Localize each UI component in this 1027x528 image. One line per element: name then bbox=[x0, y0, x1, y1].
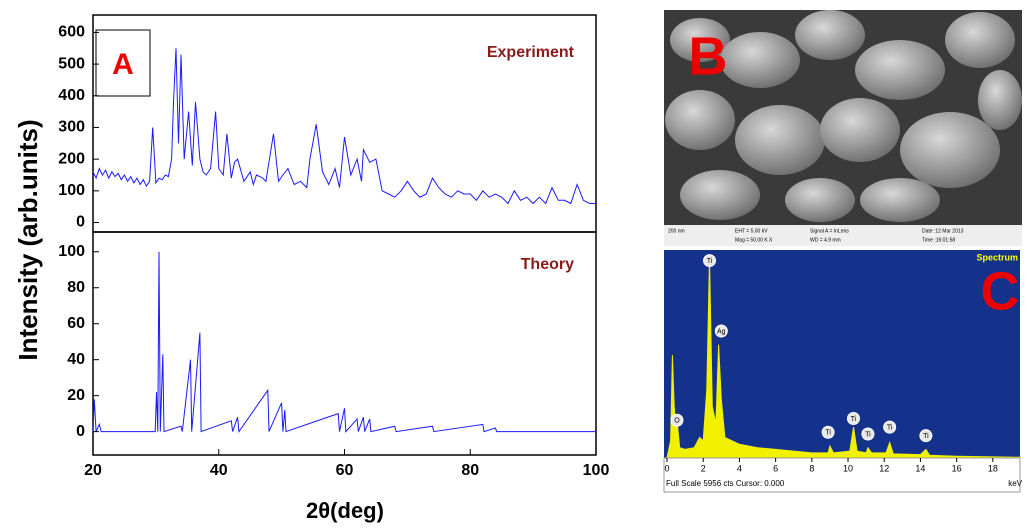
y-axis-title: Intensity (arb.units) bbox=[13, 119, 43, 360]
peak-marker bbox=[883, 420, 897, 434]
x-unit: keV bbox=[1008, 479, 1022, 488]
x-tick-label: 60 bbox=[336, 462, 354, 479]
peak-marker bbox=[821, 425, 835, 439]
y-tick-label: 80 bbox=[67, 279, 85, 296]
panel-label: C bbox=[981, 261, 1020, 321]
y-tick-label: 0 bbox=[76, 214, 85, 231]
x-tick-label: 14 bbox=[915, 463, 925, 473]
peak-marker bbox=[714, 324, 728, 338]
x-tick-label: 8 bbox=[809, 463, 814, 473]
y-tick-label: 40 bbox=[67, 351, 85, 368]
peak-marker bbox=[846, 412, 860, 426]
peak-label: Ti bbox=[825, 430, 831, 437]
y-tick-label: 300 bbox=[58, 119, 85, 136]
peak-marker bbox=[861, 427, 875, 441]
panel-label: A bbox=[112, 48, 134, 81]
data-line bbox=[92, 251, 596, 434]
y-tick-label: 600 bbox=[58, 24, 85, 41]
panel-label: B bbox=[689, 26, 728, 86]
peak-label: Ti bbox=[851, 416, 857, 423]
x-tick-label: 40 bbox=[210, 462, 228, 479]
x-tick-label: 20 bbox=[84, 462, 102, 479]
peak-label: Ti bbox=[865, 431, 871, 438]
panel-caption: Experiment bbox=[487, 44, 575, 61]
sem-info: Date :12 Mar 2013 bbox=[922, 228, 964, 234]
spectrum-area bbox=[666, 258, 1021, 459]
sem-grains bbox=[665, 10, 1022, 222]
axis-strip bbox=[663, 457, 1021, 493]
sem-info: WD = 4.9 mm bbox=[810, 237, 841, 243]
y-tick-label: 400 bbox=[58, 87, 85, 104]
x-axis-title: 2θ(deg) bbox=[306, 498, 384, 523]
sem-info: 200 nm bbox=[668, 228, 685, 234]
y-tick-label: 20 bbox=[67, 387, 85, 404]
x-tick-label: 10 bbox=[843, 463, 853, 473]
x-tick-label: 12 bbox=[879, 463, 889, 473]
sem-info: Mag = 50.00 K X bbox=[735, 237, 773, 243]
x-tick-label: 6 bbox=[773, 463, 778, 473]
peak-marker bbox=[703, 254, 717, 268]
peak-label: O bbox=[674, 418, 680, 425]
peak-label: Ti bbox=[923, 433, 929, 440]
sem-image: B 200 nm EHT = 5.00 kV Mag = 50.00 K X S… bbox=[664, 10, 1022, 246]
x-tick-label: 80 bbox=[461, 462, 479, 479]
x-tick-label: 0 bbox=[664, 463, 669, 473]
panel-caption: Theory bbox=[521, 256, 574, 273]
y-tick-label: 100 bbox=[58, 243, 85, 260]
x-tick-label: 4 bbox=[737, 463, 742, 473]
peak-label: Ti bbox=[887, 424, 893, 431]
spectrum-label: Spectrum bbox=[976, 252, 1018, 262]
y-tick-label: 100 bbox=[58, 182, 85, 199]
data-line bbox=[92, 48, 596, 205]
x-tick-label: 18 bbox=[988, 463, 998, 473]
peak-marker bbox=[670, 413, 684, 427]
peak-marker bbox=[919, 429, 933, 443]
y-tick-label: 200 bbox=[58, 150, 85, 167]
y-tick-label: 60 bbox=[67, 315, 85, 332]
x-tick-label: 2 bbox=[701, 463, 706, 473]
sem-info-bar bbox=[664, 225, 1022, 246]
y-tick-label: 500 bbox=[58, 55, 85, 72]
sem-info: Signal A = InLens bbox=[810, 228, 849, 234]
spectrum-footer: Full Scale 5956 cts Cursor: 0.000 bbox=[666, 479, 785, 488]
y-tick-label: 0 bbox=[76, 423, 85, 440]
sem-info: Time :16:01:58 bbox=[922, 237, 955, 243]
peak-label: Ti bbox=[707, 258, 713, 265]
peak-label: Ag bbox=[717, 328, 726, 335]
sem-info: EHT = 5.00 kV bbox=[735, 228, 768, 234]
x-tick-label: 100 bbox=[583, 462, 610, 479]
panel-label-box bbox=[95, 29, 151, 97]
x-tick-label: 16 bbox=[952, 463, 962, 473]
